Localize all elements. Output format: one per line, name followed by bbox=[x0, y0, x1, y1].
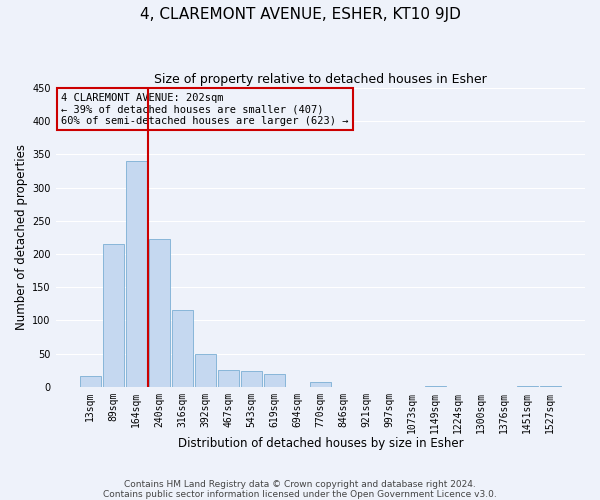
Bar bbox=[310, 382, 331, 387]
Bar bbox=[241, 371, 262, 387]
Bar bbox=[126, 161, 147, 387]
Bar bbox=[517, 386, 538, 387]
X-axis label: Distribution of detached houses by size in Esher: Distribution of detached houses by size … bbox=[178, 437, 463, 450]
Title: Size of property relative to detached houses in Esher: Size of property relative to detached ho… bbox=[154, 72, 487, 86]
Bar bbox=[218, 370, 239, 387]
Bar bbox=[172, 310, 193, 387]
Text: 4, CLAREMONT AVENUE, ESHER, KT10 9JD: 4, CLAREMONT AVENUE, ESHER, KT10 9JD bbox=[140, 8, 460, 22]
Text: 4 CLAREMONT AVENUE: 202sqm
← 39% of detached houses are smaller (407)
60% of sem: 4 CLAREMONT AVENUE: 202sqm ← 39% of deta… bbox=[61, 92, 349, 126]
Bar bbox=[195, 354, 216, 387]
Bar bbox=[425, 386, 446, 387]
Bar bbox=[264, 374, 285, 387]
Bar bbox=[149, 240, 170, 387]
Bar bbox=[103, 244, 124, 387]
Bar bbox=[80, 376, 101, 387]
Bar bbox=[540, 386, 561, 387]
Y-axis label: Number of detached properties: Number of detached properties bbox=[15, 144, 28, 330]
Text: Contains HM Land Registry data © Crown copyright and database right 2024.
Contai: Contains HM Land Registry data © Crown c… bbox=[103, 480, 497, 499]
